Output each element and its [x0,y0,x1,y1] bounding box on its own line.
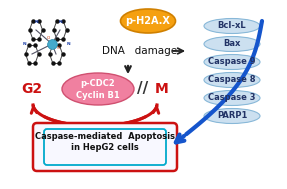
Text: Cyclin B1: Cyclin B1 [76,91,120,99]
Text: N: N [66,42,70,46]
Ellipse shape [62,73,134,105]
Ellipse shape [204,54,260,70]
Text: //: // [137,81,149,95]
Text: PARP1: PARP1 [217,112,247,121]
Text: DNA   damage: DNA damage [102,46,178,56]
Text: p-H2A.X: p-H2A.X [126,16,170,26]
Ellipse shape [204,36,260,51]
Ellipse shape [32,125,177,169]
Text: Caspase-mediated  Apoptosis
in HepG2 cells: Caspase-mediated Apoptosis in HepG2 cell… [35,132,175,152]
Text: p-CDC2: p-CDC2 [81,80,115,88]
Ellipse shape [204,73,260,88]
Ellipse shape [204,19,260,33]
Text: Caspase 9: Caspase 9 [208,57,256,67]
Ellipse shape [204,91,260,105]
Text: O: O [46,36,50,40]
Ellipse shape [121,9,175,33]
Text: Caspase 8: Caspase 8 [208,75,256,84]
Ellipse shape [204,108,260,123]
Text: Bcl-xL: Bcl-xL [218,22,246,30]
Text: G2: G2 [22,82,42,96]
Text: M: M [155,82,169,96]
Text: N: N [58,20,62,24]
FancyBboxPatch shape [33,123,177,171]
Text: Bax: Bax [223,40,241,49]
Text: O: O [56,46,60,50]
Text: N: N [22,42,26,46]
Text: N: N [34,20,38,24]
Text: Caspase 3: Caspase 3 [208,94,256,102]
